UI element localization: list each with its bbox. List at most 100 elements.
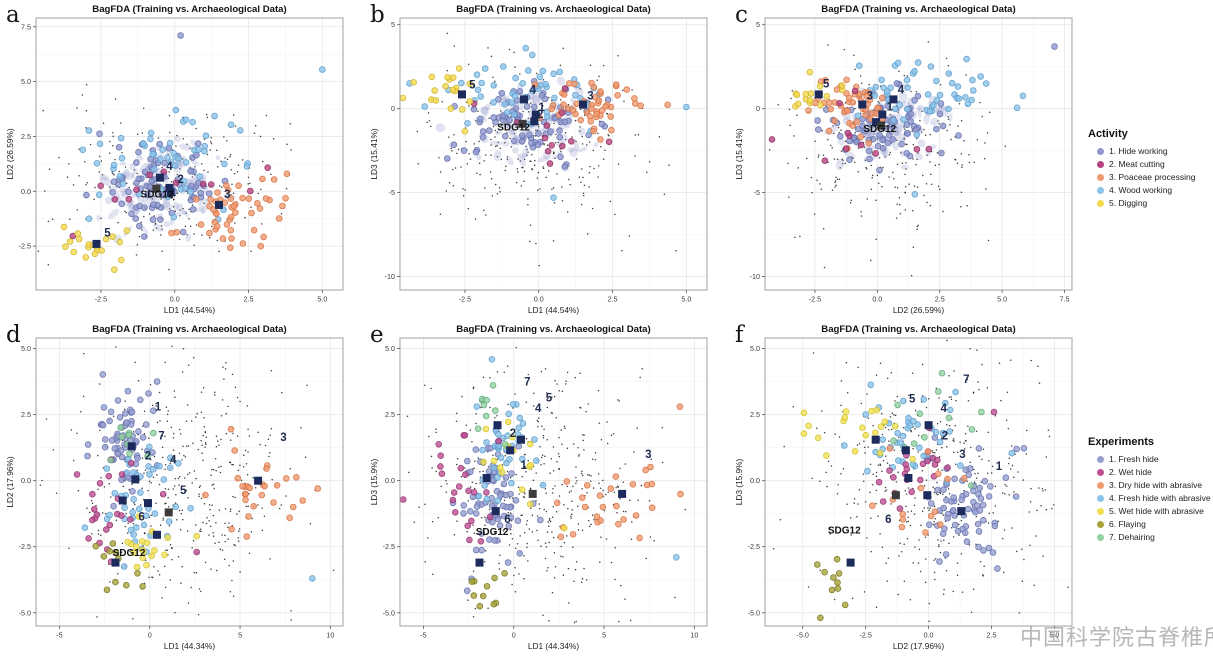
x-axis-label: LD2 (17.96%) xyxy=(893,641,944,651)
x-tick-label: 2.5 xyxy=(935,295,945,304)
plot-title: BagFDA (Training vs. Archaeological Data… xyxy=(821,324,1015,335)
legend-activity: Activity 1. Hide working 2. Meat cutting 3.… xyxy=(1088,128,1213,211)
centroid-square xyxy=(814,90,823,99)
centroid-square xyxy=(156,173,164,182)
y-tick-label: -10 xyxy=(385,272,395,281)
legend-item: 2. Wet hide xyxy=(1097,467,1213,477)
x-tick-label: 5.0 xyxy=(997,295,1007,304)
class-number-label: 4 xyxy=(530,85,537,97)
y-tick-label: 2.5 xyxy=(385,410,395,419)
class-number-label: 2 xyxy=(942,431,948,443)
class-number-label: 5 xyxy=(909,394,916,406)
y-tick-label: -10 xyxy=(750,272,760,281)
class-number-label: 6 xyxy=(504,514,510,526)
legend-item-label: 3. Dry hide with abrasive xyxy=(1109,480,1203,490)
legend-title: Activity xyxy=(1088,128,1128,140)
centroid-square xyxy=(872,118,881,127)
centroid-square xyxy=(579,100,587,109)
centroid-square xyxy=(482,474,491,482)
x-axis-label: LD1 (44.54%) xyxy=(164,305,215,315)
class-number-label: 1 xyxy=(520,460,527,472)
y-axis-label: LD3 (15.41%) xyxy=(369,128,379,179)
class-number-label: 5 xyxy=(180,485,187,497)
centroid-squares xyxy=(458,90,587,128)
scatter-plot-svg: 7 5 4 23 1 6 SDG12 -5.0 -2.5 0.0 2.5 5.0 -5.0 -2.5 0.0… xyxy=(733,321,1079,655)
legend-swatch-icon xyxy=(1097,455,1104,463)
centroid-square xyxy=(904,474,913,482)
x-tick-label: 7.5 xyxy=(1060,295,1070,304)
legend-item: 5. Digging xyxy=(1097,198,1213,208)
legend-swatch-icon xyxy=(1097,481,1104,489)
sdg12-label: SDG12 xyxy=(828,526,861,537)
centroid-square xyxy=(92,239,101,248)
x-tick-label: 2.5 xyxy=(986,631,996,640)
y-tick-label: -2.5 xyxy=(19,242,31,251)
x-tick-label: 2.5 xyxy=(244,295,254,304)
y-tick-label: -2.5 xyxy=(748,542,760,551)
class-number-label: 1 xyxy=(155,402,162,414)
y-tick-label: 0.0 xyxy=(750,476,760,485)
legend-swatch-icon xyxy=(1097,507,1104,515)
y-tick-label: 7.5 xyxy=(21,22,31,31)
x-tick-label: -5 xyxy=(420,631,426,640)
panel-letter: c xyxy=(735,2,748,28)
points-group xyxy=(39,345,335,621)
legend-item: 1. Fresh hide xyxy=(1097,454,1213,464)
centroid-square xyxy=(889,95,898,104)
panel-d: 1 7 2 4 5 6 3 SDG12 -5 0 5 10 -5.0 -2.5 0.0 2.5 5.0 BagFD… xyxy=(4,321,350,655)
legend-swatch-icon xyxy=(1097,520,1104,528)
y-tick-label: 5 xyxy=(756,20,760,29)
y-tick-label: -5 xyxy=(754,188,760,197)
x-tick-label: 0.0 xyxy=(170,295,180,304)
y-tick-label: -5 xyxy=(389,188,395,197)
class-number-label: 3 xyxy=(280,432,286,444)
centroid-squares xyxy=(846,421,966,567)
plot-title: BagFDA (Training vs. Archaeological Data… xyxy=(821,4,1015,15)
y-tick-label: 5 xyxy=(391,20,395,29)
class-number-label: 4 xyxy=(535,403,542,415)
legend-item: 5. Wet hide with abrasive xyxy=(1097,506,1213,516)
x-axis-label: LD1 (44.34%) xyxy=(528,641,579,651)
class-number-label: 3 xyxy=(587,90,593,102)
y-tick-label: 5.0 xyxy=(385,344,395,353)
class-number-label: 7 xyxy=(524,377,530,389)
watermark: 中国科学院古脊椎所 xyxy=(1020,626,1213,651)
scatter-plot-svg: 42 3 5 SDG12 -2.5 0.0 2.5 5.0 -2.5 0.0 2.5 5.0 7.5 Ba… xyxy=(4,1,350,319)
archaeological-sample-square xyxy=(152,184,161,193)
sdg12-label: SDG12 xyxy=(141,189,174,200)
centroid-square xyxy=(923,491,932,500)
sdg12-label: SDG12 xyxy=(113,548,146,559)
y-tick-label: 5.0 xyxy=(750,344,760,353)
centroid-squares xyxy=(111,442,263,567)
x-tick-label: -5.0 xyxy=(797,631,809,640)
class-number-label: 5 xyxy=(823,79,830,91)
plot-title: BagFDA (Training vs. Archaeological Data… xyxy=(92,4,286,15)
x-tick-label: 0.0 xyxy=(534,295,544,304)
y-tick-label: 0 xyxy=(756,104,760,113)
x-tick-label: -2.5 xyxy=(809,295,821,304)
centroid-square xyxy=(871,435,880,444)
centroid-square xyxy=(846,558,855,567)
panel-c: 5 4 3 1 SDG12 -2.5 0.0 2.5 5.0 7.5 -10 -5 0 5 BagFDA (… xyxy=(733,1,1079,319)
panel-f: 7 5 4 2 3 1 6 SDG12 -5.0 -2.5 0.0 2.5 5.0 -5.0 -2.5 0.0… xyxy=(733,321,1079,655)
legend-swatch-icon xyxy=(1097,199,1104,207)
legend-item: 6. Flaying xyxy=(1097,519,1213,529)
plot-title: BagFDA (Training vs. Archaeological Data… xyxy=(456,324,650,335)
legend-swatch-icon xyxy=(1097,533,1104,541)
centroid-square xyxy=(493,421,502,430)
class-number-label: 4 xyxy=(166,161,173,173)
class-number-label: 6 xyxy=(138,511,144,523)
panel-letter: d xyxy=(6,322,21,348)
x-tick-label: 0 xyxy=(512,631,516,640)
centroid-square xyxy=(924,421,933,430)
archaeological-sample-square xyxy=(877,121,886,130)
centroid-square xyxy=(165,184,174,192)
x-axis-label: LD1 (44.34%) xyxy=(164,641,215,651)
scatter-plot-svg: 5 4 3 1 SDG12 -2.5 0.0 2.5 5.0 7.5 -10 -5 0 5 BagFDA (… xyxy=(733,1,1079,319)
y-tick-label: 2.5 xyxy=(21,132,31,141)
y-axis-label: LD3 (15.9%) xyxy=(369,458,379,505)
x-tick-label: 2.5 xyxy=(608,295,618,304)
legend-item: 3. Poaceae processing xyxy=(1097,172,1213,182)
archaeological-sample-square xyxy=(891,491,900,500)
